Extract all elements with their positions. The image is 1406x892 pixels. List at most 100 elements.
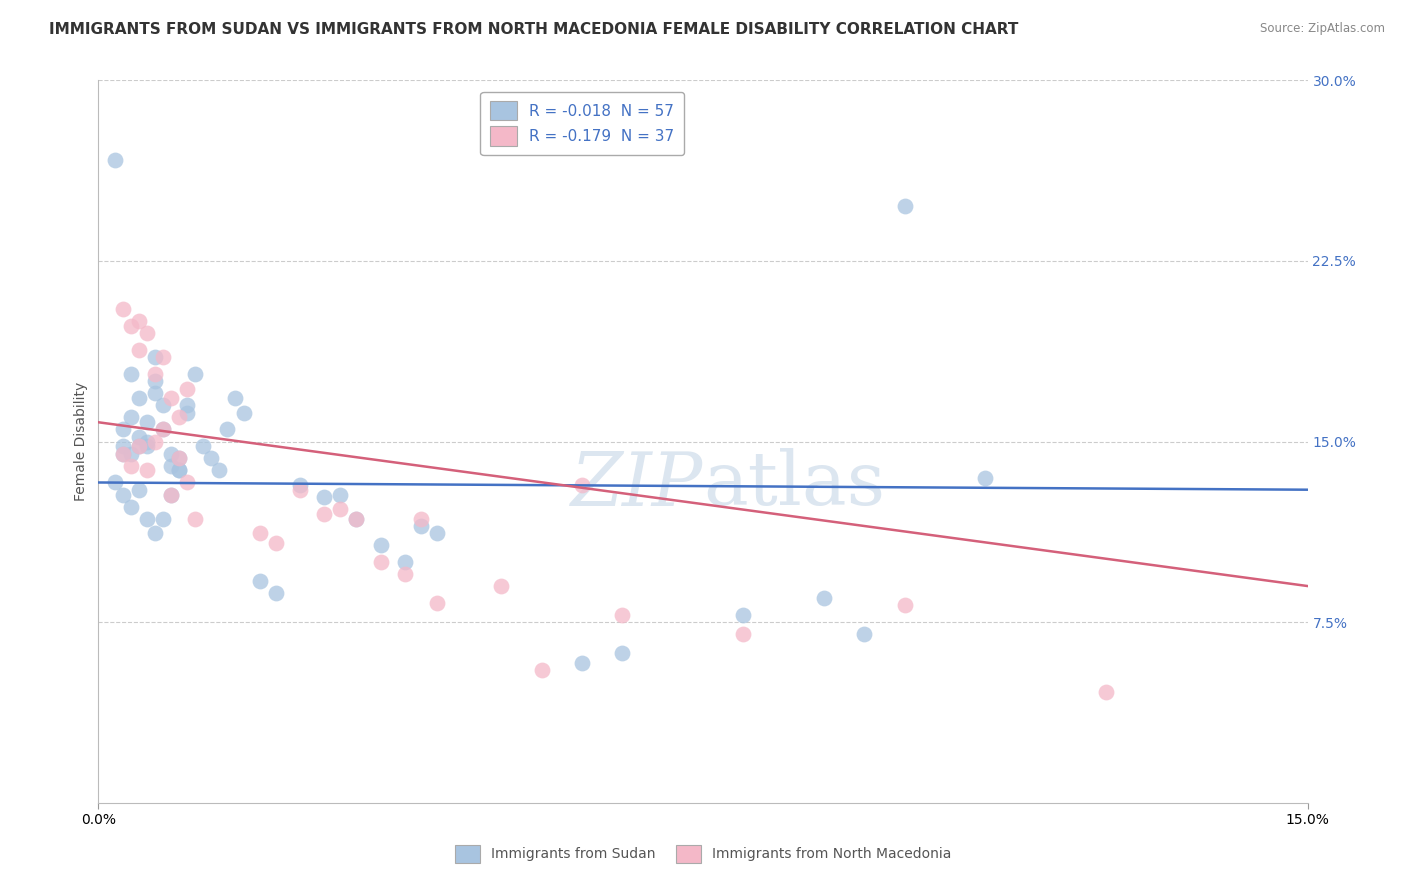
Point <box>176 475 198 490</box>
Point <box>733 627 755 641</box>
Point <box>344 511 367 525</box>
Y-axis label: Female Disability: Female Disability <box>75 382 89 501</box>
Point <box>143 526 166 541</box>
Point <box>128 439 150 453</box>
Point <box>288 483 311 497</box>
Point <box>167 463 190 477</box>
Point <box>167 410 190 425</box>
Point <box>394 555 416 569</box>
Point <box>314 507 336 521</box>
Point <box>224 391 246 405</box>
Point <box>120 410 142 425</box>
Point <box>571 656 593 670</box>
Point <box>120 318 142 333</box>
Text: IMMIGRANTS FROM SUDAN VS IMMIGRANTS FROM NORTH MACEDONIA FEMALE DISABILITY CORRE: IMMIGRANTS FROM SUDAN VS IMMIGRANTS FROM… <box>49 22 1018 37</box>
Point <box>370 538 392 552</box>
Point <box>135 463 157 477</box>
Point <box>184 511 207 525</box>
Point <box>128 391 150 405</box>
Point <box>160 487 183 501</box>
Point <box>612 607 634 622</box>
Point <box>1095 685 1118 699</box>
Point <box>167 463 190 477</box>
Point <box>128 439 150 453</box>
Point <box>176 382 198 396</box>
Point <box>120 458 142 473</box>
Point <box>152 398 174 412</box>
Point <box>176 406 198 420</box>
Text: ZIP: ZIP <box>571 449 703 521</box>
Point <box>344 511 367 525</box>
Point <box>143 386 166 401</box>
Point <box>974 470 997 484</box>
Point <box>329 487 352 501</box>
Point <box>143 434 166 449</box>
Point <box>167 451 190 466</box>
Point <box>135 415 157 429</box>
Point <box>370 555 392 569</box>
Point <box>571 478 593 492</box>
Point <box>111 446 134 460</box>
Point <box>135 439 157 453</box>
Point <box>232 406 254 420</box>
Point <box>128 430 150 444</box>
Text: atlas: atlas <box>703 449 886 522</box>
Point <box>167 451 190 466</box>
Point <box>409 518 432 533</box>
Point <box>152 422 174 436</box>
Point <box>394 567 416 582</box>
Point <box>491 579 513 593</box>
Point <box>128 314 150 328</box>
Point <box>128 343 150 357</box>
Point <box>111 446 134 460</box>
Point <box>426 526 449 541</box>
Point <box>103 475 125 490</box>
Point <box>193 439 215 453</box>
Point <box>813 591 835 605</box>
Point <box>264 586 287 600</box>
Point <box>111 439 134 453</box>
Point <box>426 596 449 610</box>
Point <box>249 574 271 589</box>
Point <box>160 391 183 405</box>
Point <box>152 350 174 364</box>
Point <box>103 153 125 167</box>
Point <box>152 511 174 525</box>
Point <box>329 502 352 516</box>
Text: Source: ZipAtlas.com: Source: ZipAtlas.com <box>1260 22 1385 36</box>
Point <box>160 446 183 460</box>
Point <box>530 664 553 678</box>
Point <box>409 511 432 525</box>
Point <box>733 607 755 622</box>
Point <box>160 458 183 473</box>
Point <box>120 446 142 460</box>
Point <box>111 422 134 436</box>
Point <box>152 422 174 436</box>
Point <box>160 487 183 501</box>
Point <box>184 367 207 381</box>
Legend: Immigrants from Sudan, Immigrants from North Macedonia: Immigrants from Sudan, Immigrants from N… <box>449 839 957 868</box>
Point <box>893 599 915 613</box>
Point <box>135 511 157 525</box>
Point <box>853 627 876 641</box>
Point <box>135 434 157 449</box>
Point <box>143 374 166 388</box>
Point <box>200 451 222 466</box>
Point <box>264 535 287 549</box>
Point <box>111 301 134 317</box>
Point <box>120 367 142 381</box>
Point <box>208 463 231 477</box>
Point <box>612 647 634 661</box>
Point <box>288 478 311 492</box>
Point <box>314 490 336 504</box>
Point <box>128 483 150 497</box>
Point <box>135 326 157 340</box>
Point <box>249 526 271 541</box>
Point <box>143 350 166 364</box>
Point <box>176 398 198 412</box>
Point <box>120 500 142 514</box>
Point <box>893 198 915 212</box>
Point <box>217 422 239 436</box>
Point <box>111 487 134 501</box>
Point <box>143 367 166 381</box>
